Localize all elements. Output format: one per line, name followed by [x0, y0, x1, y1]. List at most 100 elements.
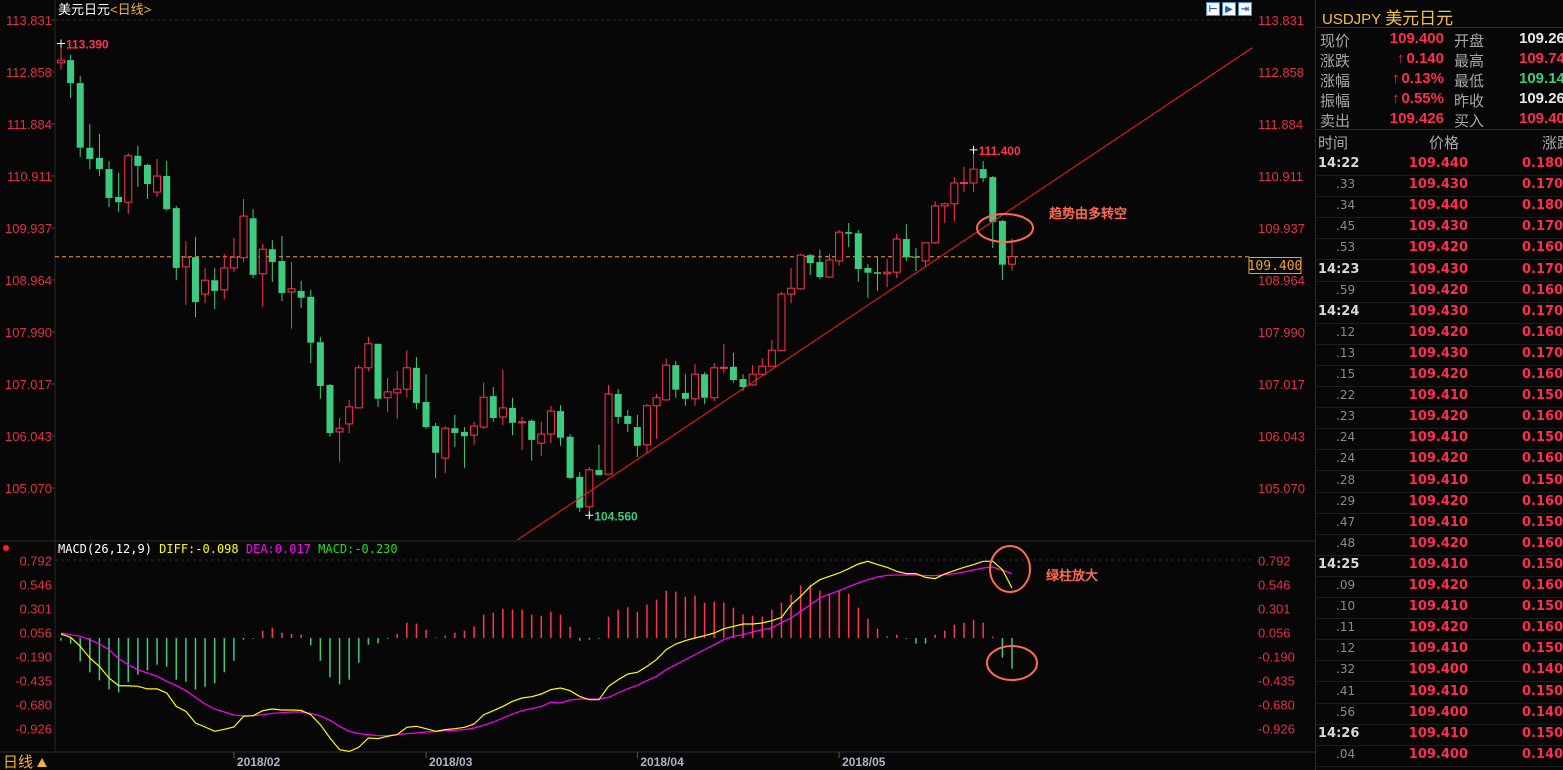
quote-value-text: 109.426 — [1389, 110, 1444, 127]
tick-row[interactable]: .11 109.420 0.160 ↑ — [1316, 618, 1563, 641]
quote-row: 现价 109.400 开盘 109.260 — [1316, 30, 1563, 50]
macd-y-axis-label-left: -0.190 — [15, 650, 52, 665]
candle — [989, 176, 997, 249]
candle-body-down — [249, 218, 257, 275]
candle-body-down — [816, 262, 824, 278]
macd-y-axis-label-right: -0.190 — [1258, 650, 1295, 665]
tick-row[interactable]: .24 109.410 0.150 ↑ — [1316, 428, 1563, 451]
tick-row[interactable]: .29 109.420 0.160 ↑ — [1316, 492, 1563, 514]
tick-row[interactable]: 14:22 109.440 0.180 ↑ — [1316, 154, 1563, 176]
tick-price: 109.410 — [1408, 599, 1468, 615]
divider — [1316, 27, 1563, 28]
candle-body-down — [681, 392, 689, 399]
candle — [76, 76, 84, 157]
tick-row[interactable]: .24 109.420 0.160 ↑ — [1316, 449, 1563, 472]
tick-row[interactable]: .12 109.420 0.160 ↑ — [1316, 323, 1563, 345]
tick-row[interactable]: .32 109.400 0.140 ↑ — [1316, 660, 1563, 683]
tick-time: .32 — [1336, 662, 1356, 677]
tick-time: .10 — [1336, 599, 1356, 614]
tick-row[interactable]: 14:26 109.410 0.150 ↑ — [1316, 724, 1563, 746]
candle-body-down — [806, 255, 814, 264]
candle — [115, 172, 123, 212]
tick-row[interactable]: .09 109.420 0.160 ↑ — [1316, 576, 1563, 598]
candle — [441, 426, 450, 474]
tick-price: 109.430 — [1408, 177, 1468, 193]
candle — [921, 242, 930, 267]
candlestick-chart[interactable]: 113.390 111.400 104.560 — [55, 38, 1253, 541]
tick-change: 0.170 ↑ — [1522, 304, 1563, 319]
triangle-up-icon[interactable] — [37, 758, 47, 767]
tick-row[interactable]: .10 109.410 0.150 ↑ — [1316, 597, 1563, 620]
x-axis-label: 2018/04 — [640, 755, 684, 769]
macd-chart[interactable] — [60, 560, 1013, 753]
step-forward-icon[interactable]: ▶ — [1222, 2, 1236, 16]
tick-change-value: 0.170 — [1522, 345, 1563, 361]
tick-row[interactable]: .45 109.430 0.170 ↑ — [1316, 217, 1563, 240]
macd-y-axis-label-right: -0.435 — [1258, 674, 1295, 689]
candle — [326, 383, 334, 437]
axis-labels: 113.831 113.831 112.858 112.858 111.884 111.8… — [5, 13, 1305, 769]
y-axis-label-right: 113.831 — [1258, 13, 1304, 28]
candle-body-down — [557, 411, 565, 438]
tick-time: .24 — [1336, 430, 1356, 445]
quote-value-2: 109.140 — [1519, 70, 1563, 87]
tick-row[interactable]: .34 109.440 0.180 ↑ — [1316, 196, 1563, 219]
jump-to-end-icon[interactable]: ⇥ — [1238, 2, 1252, 16]
candle-body-down — [576, 476, 584, 508]
tick-row[interactable]: .12 109.410 0.150 ↑ — [1316, 639, 1563, 662]
tick-time: .47 — [1336, 514, 1356, 529]
tick-row[interactable]: .48 109.420 0.160 ↑ — [1316, 534, 1563, 556]
candle-body-down — [739, 379, 747, 388]
candle-body-up — [220, 267, 229, 291]
tick-time: .09 — [1336, 578, 1356, 592]
candle — [153, 158, 162, 197]
tick-row[interactable]: .23 109.420 0.160 ↑ — [1316, 407, 1563, 430]
candle-body-up — [758, 365, 767, 375]
tick-change: 0.170 ↑ — [1522, 219, 1563, 234]
tick-row[interactable]: .22 109.410 0.150 ↑ — [1316, 386, 1563, 409]
candle — [614, 389, 622, 424]
tick-change: 0.140 ↑ — [1522, 662, 1563, 677]
tick-row[interactable]: .15 109.420 0.160 ↑ — [1316, 365, 1563, 387]
tick-row[interactable]: .04 109.400 0.140 ↑ — [1316, 745, 1563, 767]
tick-time: .34 — [1336, 198, 1356, 213]
candle — [335, 418, 344, 462]
candle-body-up — [181, 256, 190, 268]
candle-body-down — [432, 426, 440, 453]
tick-change-value: 0.160 — [1522, 493, 1563, 509]
tick-row[interactable]: 14:23 109.430 0.170 ↑ — [1316, 260, 1563, 282]
candle-body-up — [470, 425, 479, 436]
tick-change: 0.180 ↑ — [1522, 156, 1563, 171]
candle-body-up — [498, 407, 507, 418]
tick-row[interactable]: .41 109.410 0.150 ↑ — [1316, 682, 1563, 704]
tick-time: .45 — [1336, 219, 1356, 234]
candle — [124, 153, 133, 214]
zoom-fit-icon[interactable]: ⊢ — [1206, 2, 1220, 16]
quote-value-2: 109.260 — [1519, 30, 1563, 47]
tick-change-value: 0.150 — [1522, 641, 1563, 657]
candle — [931, 201, 940, 244]
tick-change: 0.150 ↑ — [1522, 726, 1563, 741]
tick-row[interactable]: 14:25 109.410 0.150 ↑ — [1316, 555, 1563, 577]
candle — [345, 399, 354, 433]
tick-price: 109.420 — [1408, 620, 1468, 636]
tick-row[interactable]: .56 109.400 0.140 ↑ — [1316, 703, 1563, 725]
candle-body-down — [307, 296, 315, 343]
candle-body-up — [57, 59, 65, 64]
candle — [518, 416, 527, 451]
tick-row[interactable]: .33 109.430 0.170 ↑ — [1316, 175, 1563, 198]
tick-row[interactable]: .28 109.410 0.150 ↑ — [1316, 471, 1563, 493]
chart-title-period[interactable]: <日线> — [110, 2, 151, 17]
grid-layer — [0, 0, 1315, 753]
candle — [172, 205, 180, 281]
tick-row[interactable]: 14:24 109.430 0.170 ↑ — [1316, 302, 1563, 324]
tick-change-value: 0.160 — [1522, 409, 1563, 425]
indicator-dot-icon[interactable] — [3, 545, 9, 551]
period-selector[interactable]: 日线 — [3, 753, 33, 770]
tick-price: 109.420 — [1408, 409, 1468, 425]
tick-row[interactable]: .47 109.410 0.150 ↑ — [1316, 513, 1563, 535]
tick-row[interactable]: .13 109.430 0.170 ↑ — [1316, 344, 1563, 366]
tick-row[interactable]: .53 109.420 0.160 ↑ — [1316, 238, 1563, 261]
tick-row[interactable]: .59 109.420 0.160 ↑ — [1316, 281, 1563, 303]
